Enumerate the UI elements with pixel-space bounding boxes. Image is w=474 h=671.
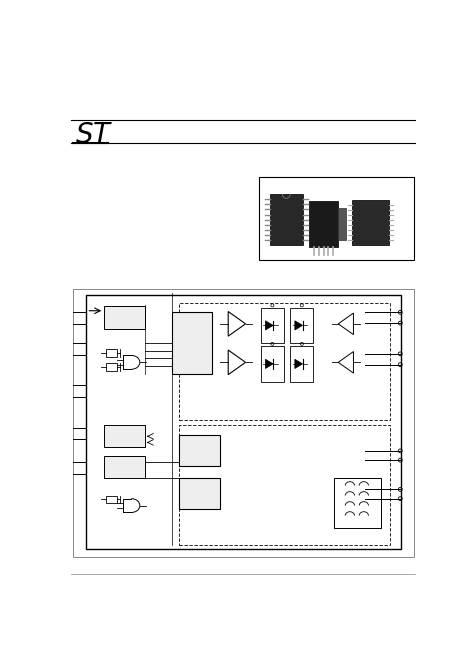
Bar <box>179 435 219 466</box>
Bar <box>334 478 381 528</box>
Bar <box>106 363 117 371</box>
Bar <box>261 308 284 343</box>
Bar <box>290 308 313 343</box>
Bar <box>352 200 390 244</box>
Bar <box>104 306 145 329</box>
Bar <box>179 303 390 420</box>
Bar <box>179 425 390 545</box>
Bar <box>179 478 219 509</box>
Polygon shape <box>265 321 273 330</box>
Bar <box>290 346 313 382</box>
Bar <box>86 295 401 550</box>
Bar <box>172 312 212 374</box>
Bar <box>261 346 284 382</box>
Text: $\mathbf{\it{ST}}$: $\mathbf{\it{ST}}$ <box>75 121 113 149</box>
Polygon shape <box>295 321 302 330</box>
Bar <box>309 201 338 247</box>
Polygon shape <box>265 359 273 368</box>
Bar <box>104 425 145 447</box>
Bar <box>338 207 346 240</box>
Bar <box>106 496 117 503</box>
Bar <box>270 195 302 244</box>
Bar <box>259 176 414 260</box>
Bar <box>106 349 117 357</box>
Polygon shape <box>295 359 302 368</box>
Bar <box>73 289 414 557</box>
Bar <box>104 456 145 478</box>
